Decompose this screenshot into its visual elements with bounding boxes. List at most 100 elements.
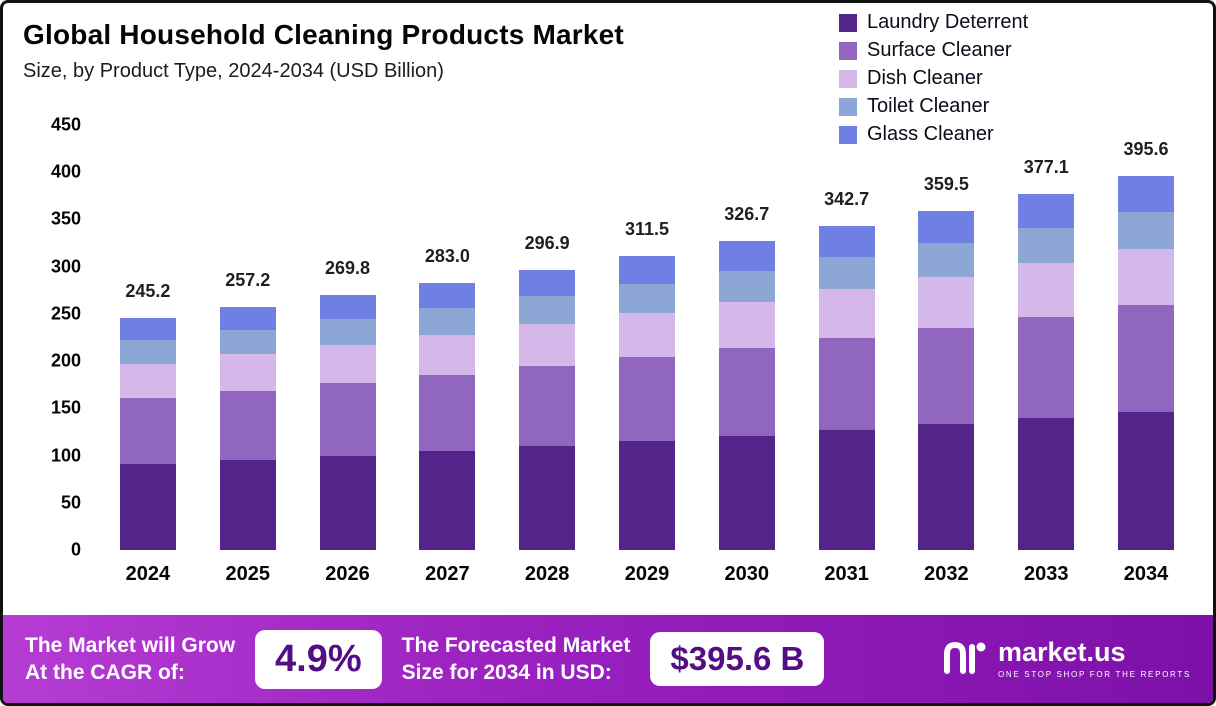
x-axis-label-2028: 2028 — [524, 563, 570, 585]
legend-item-laundry-deterrent: Laundry Deterrent — [839, 11, 1028, 34]
segment-glass-cleaner — [918, 210, 975, 243]
total-label-2030: 326.7 — [724, 204, 770, 225]
segment-laundry-deterrent — [119, 464, 176, 550]
legend-item-glass-cleaner: Glass Cleaner — [839, 123, 1028, 146]
segment-glass-cleaner — [319, 295, 376, 320]
segment-dish-cleaner — [519, 324, 576, 367]
segment-glass-cleaner — [519, 269, 576, 297]
segment-surface-cleaner — [718, 347, 775, 436]
total-label-2034: 395.6 — [1123, 139, 1169, 160]
bar-slot-2029: 311.5 — [597, 125, 697, 550]
segment-glass-cleaner — [718, 241, 775, 271]
brand-tagline: ONE STOP SHOP FOR THE REPORTS — [997, 670, 1191, 679]
x-axis-label-2030: 2030 — [724, 563, 770, 585]
stacked-bar-2027 — [419, 282, 476, 550]
y-axis-tick-200: 200 — [50, 350, 81, 371]
total-label-2032: 359.5 — [923, 173, 969, 194]
legend-swatch-toilet-cleaner — [839, 97, 857, 116]
segment-glass-cleaner — [618, 255, 675, 284]
segment-toilet-cleaner — [419, 308, 476, 335]
footer-banner: The Market will Grow At the CAGR of: 4.9… — [3, 615, 1213, 703]
stacked-bar-2026 — [319, 295, 376, 550]
segment-toilet-cleaner — [818, 257, 875, 290]
segment-laundry-deterrent — [219, 460, 276, 550]
legend-label: Surface Cleaner — [867, 39, 1012, 61]
bar-slot-2034: 395.6 — [1096, 125, 1196, 550]
segment-dish-cleaner — [618, 313, 675, 358]
segment-laundry-deterrent — [1118, 411, 1175, 550]
segment-surface-cleaner — [319, 383, 376, 456]
y-axis-tick-50: 50 — [60, 492, 81, 513]
y-axis: 0 50 100 150 200 250 300 350 400 450 — [17, 115, 81, 560]
forecast-label: The Forecasted Market Size for 2034 in U… — [401, 633, 631, 684]
x-axis-label-2031: 2031 — [824, 563, 869, 585]
segment-dish-cleaner — [718, 301, 775, 348]
x-axis: 2024 2025 2026 2027 2028 2029 2030 2031 2032 2033… — [98, 563, 1196, 586]
bar-slot-2027: 283.0 — [397, 125, 497, 550]
segment-dish-cleaner — [1118, 249, 1175, 306]
segment-toilet-cleaner — [219, 330, 276, 355]
legend-item-dish-cleaner: Dish Cleaner — [839, 67, 1028, 90]
bar-slot-2031: 342.7 — [797, 125, 897, 550]
legend-swatch-laundry-deterrent — [839, 13, 857, 32]
segment-toilet-cleaner — [1018, 227, 1075, 264]
bar-slot-2024: 245.2 — [98, 125, 198, 550]
segment-dish-cleaner — [219, 354, 276, 391]
segment-laundry-deterrent — [319, 455, 376, 550]
segment-dish-cleaner — [918, 276, 975, 328]
total-label-2026: 269.8 — [325, 258, 371, 279]
x-axis-label-2034: 2034 — [1123, 563, 1169, 585]
legend-swatch-surface-cleaner — [839, 41, 857, 60]
segment-surface-cleaner — [918, 327, 975, 425]
y-axis-tick-250: 250 — [50, 303, 81, 324]
x-axis-label-2026: 2026 — [325, 563, 370, 585]
legend-label: Toilet Cleaner — [867, 95, 990, 117]
segment-glass-cleaner — [818, 226, 875, 258]
stacked-bar-2033 — [1018, 193, 1075, 550]
stacked-bar-2029 — [618, 255, 675, 550]
segment-surface-cleaner — [219, 390, 276, 461]
page-subtitle: Size, by Product Type, 2024-2034 (USD Bi… — [23, 60, 444, 82]
stacked-bar-2032 — [918, 210, 975, 550]
segment-glass-cleaner — [219, 307, 276, 331]
stacked-bar-2031 — [818, 226, 875, 550]
legend-label: Dish Cleaner — [867, 67, 983, 89]
total-label-2027: 283.0 — [424, 245, 470, 266]
segment-toilet-cleaner — [119, 340, 176, 364]
legend-swatch-glass-cleaner — [839, 125, 857, 144]
total-label-2029: 311.5 — [624, 218, 669, 239]
y-axis-tick-350: 350 — [50, 208, 81, 229]
legend-item-toilet-cleaner: Toilet Cleaner — [839, 95, 1028, 118]
segment-glass-cleaner — [119, 318, 176, 341]
page-title: Global Household Cleaning Products Marke… — [23, 19, 624, 50]
stacked-bar-2028 — [519, 269, 576, 550]
legend-label: Glass Cleaner — [867, 123, 994, 145]
x-axis-label-2032: 2032 — [924, 563, 969, 585]
legend-swatch-dish-cleaner — [839, 69, 857, 88]
forecast-value-badge: $395.6 B — [650, 632, 825, 686]
segment-surface-cleaner — [1118, 305, 1175, 412]
total-label-2033: 377.1 — [1023, 156, 1069, 177]
segment-toilet-cleaner — [618, 283, 675, 314]
segment-surface-cleaner — [119, 398, 176, 465]
segment-dish-cleaner — [818, 289, 875, 338]
segment-dish-cleaner — [119, 363, 176, 399]
segment-laundry-deterrent — [1018, 418, 1075, 550]
chart-header: Global Household Cleaning Products Marke… — [23, 19, 624, 83]
plot-area: 245.2 257.2 269.8 283.0 296.9 311.5 326.7 342.7… — [98, 125, 1196, 550]
segment-toilet-cleaner — [519, 296, 576, 325]
segment-surface-cleaner — [1018, 316, 1075, 419]
bar-slot-2030: 326.7 — [697, 125, 797, 550]
total-label-2024: 245.2 — [125, 281, 171, 302]
marketus-logo-icon — [942, 637, 988, 682]
segment-surface-cleaner — [419, 374, 476, 452]
segment-toilet-cleaner — [319, 319, 376, 345]
stacked-bar-2034 — [1118, 176, 1175, 550]
x-axis-label-2029: 2029 — [624, 563, 670, 585]
segment-laundry-deterrent — [918, 424, 975, 550]
legend: Laundry Deterrent Surface Cleaner Dish Cle… — [839, 11, 1028, 146]
legend-item-surface-cleaner: Surface Cleaner — [839, 39, 1028, 62]
y-axis-tick-100: 100 — [50, 445, 81, 466]
y-axis-tick-150: 150 — [50, 397, 81, 418]
